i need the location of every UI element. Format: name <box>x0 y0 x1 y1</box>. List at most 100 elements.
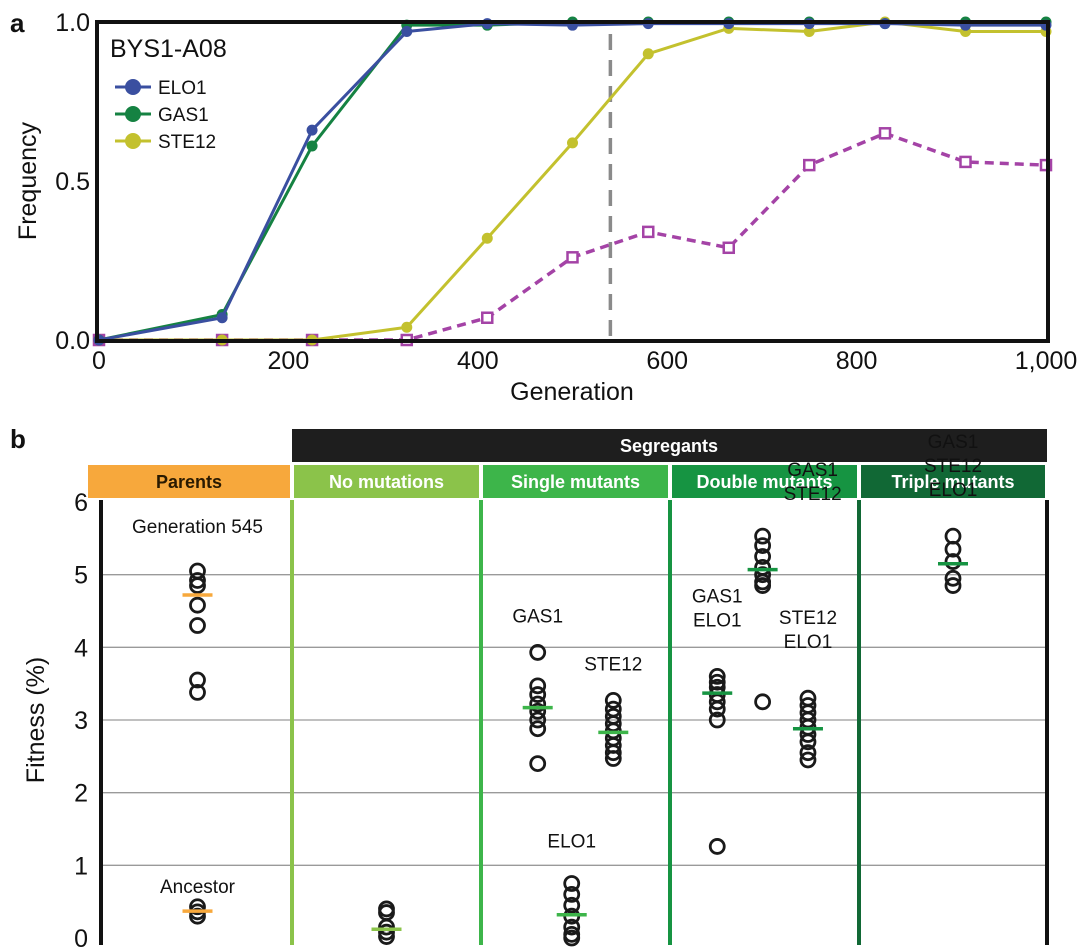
y-tick-label: 3 <box>74 707 88 735</box>
group-label: STE12 <box>784 484 842 505</box>
data-point-unlabeled <box>803 158 816 172</box>
section-headers: Parents No mutations Single mutants Double … <box>88 465 1045 498</box>
fitness-point <box>708 838 726 855</box>
data-point-elo1 <box>216 312 228 324</box>
group-label: STE12 <box>779 608 837 629</box>
group-label: ELO1 <box>547 832 596 853</box>
group-gas1-ste12-elo1: GAS1 STE12 ELO1 <box>924 432 982 594</box>
fitness-point <box>189 572 206 589</box>
fitness-point <box>378 918 395 936</box>
fitness-point <box>529 677 547 695</box>
fitness-point <box>189 683 206 701</box>
series-line-elo1 <box>98 22 1046 342</box>
fitness-point <box>944 577 962 594</box>
data-point-ste12 <box>803 26 815 38</box>
y-axis-ticks: 0.0 0.5 1.0 <box>55 9 90 355</box>
data-point-unlabeled <box>642 225 655 239</box>
x-axis-ticks: 0 200 400 600 800 1,000 <box>92 347 1077 375</box>
super-header-label: Segregants <box>620 436 718 456</box>
fitness-groups: Generation 545 Ancestor GAS1 STE12 ELO1 GAS1 E… <box>132 432 982 947</box>
data-point-unlabeled <box>959 155 972 169</box>
section-header-no-mutations <box>294 465 479 498</box>
data-point-elo1 <box>401 26 413 38</box>
fitness-point <box>944 553 962 570</box>
x-axis-label: Generation <box>510 378 634 406</box>
fitness-point <box>754 577 772 594</box>
section-header-single-mutants <box>483 465 668 498</box>
group-ancestor: Ancestor <box>160 877 236 925</box>
section-header-triple-mutants <box>861 465 1045 498</box>
fitness-point <box>944 540 962 558</box>
group-label: STE12 <box>924 456 982 477</box>
data-point-ste12 <box>481 232 493 244</box>
section-header-parents <box>88 465 290 498</box>
legend-label-ste12: STE12 <box>158 132 216 153</box>
frequency-chart: 0 200 400 600 800 1,000 0.00.51.0 Generation … <box>14 9 1077 406</box>
group-label: Generation 545 <box>132 517 263 538</box>
fitness-point <box>754 548 772 565</box>
fitness-point <box>189 577 206 594</box>
gridlines <box>103 574 1047 866</box>
group-unlabeled <box>754 693 772 711</box>
y-axis-ticks: 0 1 2 3 4 5 6 <box>74 489 88 950</box>
legend: ELO1 GAS1 STE12 <box>115 78 216 153</box>
group-label: ELO1 <box>784 632 833 653</box>
group-ste12-elo1: STE12 ELO1 <box>779 608 837 769</box>
y-tick-label: 0 <box>74 925 88 950</box>
fitness-point <box>604 750 622 767</box>
y-tick-label: 5 <box>74 562 88 590</box>
y-tick-label: 2 <box>74 780 88 808</box>
data-point-gas1 <box>306 140 318 152</box>
fitness-point <box>189 617 206 634</box>
fitness-point <box>563 875 581 892</box>
fitness-point <box>529 686 547 703</box>
legend-label-elo1: ELO1 <box>158 78 207 99</box>
x-tick-label: 800 <box>836 347 878 375</box>
fitness-point <box>708 711 726 729</box>
fitness-point <box>708 668 726 685</box>
panel-label-b: b <box>10 424 26 454</box>
x-tick-label: 200 <box>268 347 310 375</box>
fitness-point <box>604 744 622 762</box>
data-point-elo1 <box>306 124 318 136</box>
group-label: Ancestor <box>160 877 236 898</box>
fitness-point <box>529 695 547 713</box>
section-header-label: No mutations <box>329 472 444 492</box>
fitness-point <box>604 691 622 709</box>
group-elo1: ELO1 <box>547 832 596 947</box>
group-label: GAS1 <box>787 460 838 481</box>
x-tick-label: 1,000 <box>1015 347 1078 375</box>
group-ste12: STE12 <box>584 654 642 767</box>
fitness-chart: Segregants Parents No mutations Single mut… <box>22 429 1049 950</box>
section-header-label: Single mutants <box>511 472 640 492</box>
fitness-point <box>189 671 206 689</box>
data-point-ste12 <box>567 137 578 149</box>
group-gas1-elo1: GAS1 ELO1 <box>692 586 743 855</box>
fitness-point <box>754 527 772 545</box>
x-tick-label: 400 <box>457 347 499 375</box>
section-header-label: Double mutants <box>696 472 832 492</box>
group-label: ELO1 <box>693 610 742 631</box>
group-label: ELO1 <box>929 480 978 501</box>
fitness-point <box>529 711 547 729</box>
series-line-unlabeled <box>99 131 1047 342</box>
y-axis-label: Frequency <box>14 121 42 240</box>
fitness-point <box>189 898 206 916</box>
fitness-point <box>799 733 817 751</box>
group-gas1: GAS1 <box>512 606 563 772</box>
fitness-point <box>529 644 547 661</box>
fitness-point <box>754 537 772 554</box>
fitness-point <box>563 896 581 914</box>
fitness-point <box>189 596 206 614</box>
fitness-point <box>529 755 547 772</box>
data-point-unlabeled <box>878 127 892 140</box>
panel-label-a: a <box>10 8 25 38</box>
fitness-point <box>189 907 206 925</box>
data-point-unlabeled <box>481 311 494 324</box>
series-lines <box>92 16 1053 347</box>
group-label: GAS1 <box>512 606 563 627</box>
legend-marker-elo1 <box>125 79 141 95</box>
group-label: GAS1 <box>928 432 979 453</box>
legend-marker-gas1 <box>125 106 141 122</box>
